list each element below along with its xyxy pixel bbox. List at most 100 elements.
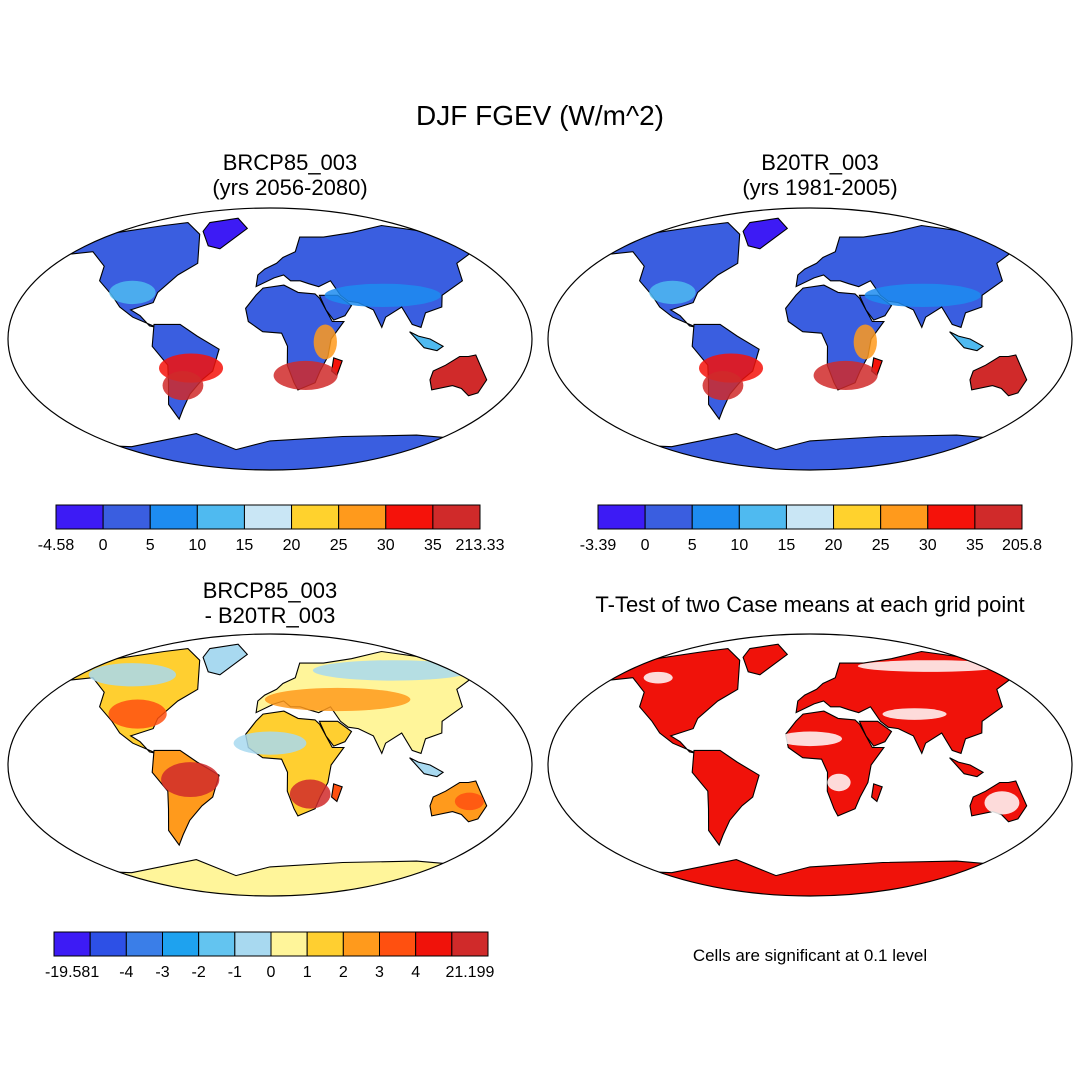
- landmass-namerica: [64, 222, 201, 328]
- panel-title-line1: BRCP85_003: [222, 150, 358, 175]
- landmass-samerica: [691, 749, 760, 847]
- field-region: [454, 792, 484, 811]
- colorbar-tick-label: 213.33: [456, 537, 505, 554]
- colorbar-swatch: [833, 504, 882, 530]
- field-region: [88, 663, 177, 687]
- colorbar-swatch: [385, 504, 434, 530]
- colorbar-tick-label: 20: [825, 537, 843, 554]
- colorbar-tick-label: 10: [730, 537, 748, 554]
- colorbar-swatch: [243, 504, 293, 530]
- colorbar-historical: -3.39 0 5 10 15 20 25 30 35 205.8: [580, 504, 1042, 554]
- colorbar-swatch: [432, 504, 481, 530]
- panel-title-line2: - B20TR_003: [204, 603, 336, 629]
- landmass-indonesia: [949, 757, 985, 778]
- colorbar-swatch: [55, 504, 104, 530]
- main-title: DJF FGEV (W/m^2): [415, 100, 664, 131]
- colorbar-tick-label: 3: [375, 964, 384, 981]
- colorbar-tick-label: -3: [155, 964, 169, 981]
- field-region: [882, 708, 947, 720]
- field-region: [273, 360, 338, 390]
- colorbar-difference: -19.581 -4 -3 -2 -1 0 1 2 3 4 21.199: [45, 931, 494, 981]
- landmass-greenland: [202, 643, 249, 676]
- field-region: [813, 360, 878, 390]
- field-region: [857, 660, 1004, 672]
- field-region: [324, 283, 442, 307]
- colorbar-tick-label: 30: [919, 537, 937, 554]
- colorbar-swatch: [338, 504, 387, 530]
- colorbar-swatch: [644, 504, 693, 530]
- field-region: [864, 283, 982, 307]
- colorbar-tick-label: 4: [411, 964, 420, 981]
- colorbar-swatch: [53, 931, 91, 957]
- colorbar-tick-label: 35: [966, 537, 984, 554]
- colorbar-tick-label: 0: [99, 537, 108, 554]
- colorbar-swatch: [125, 931, 164, 957]
- colorbar-tick-label: -19.581: [45, 964, 99, 981]
- panel-title-line2: (yrs 1981-2005): [742, 175, 898, 201]
- landmass-greenland: [742, 643, 789, 676]
- colorbar-swatch: [342, 931, 381, 957]
- map-frame: [547, 207, 1073, 471]
- field-region: [827, 773, 851, 792]
- colorbar-tick-label: 25: [872, 537, 890, 554]
- colorbar-tick-label: -4: [119, 964, 133, 981]
- landmass-australia: [429, 354, 488, 397]
- colorbar-future: -4.58 0 5 10 15 20 25 30 35 213.33: [38, 504, 505, 554]
- field-region: [289, 779, 331, 809]
- landmass-namerica: [604, 648, 741, 754]
- map-panel-future: [7, 207, 533, 471]
- map-panel-historical: [547, 207, 1073, 471]
- field-region: [161, 762, 220, 798]
- map-frame: [7, 633, 533, 897]
- colorbar-tick-label: 30: [377, 537, 395, 554]
- field-region: [162, 371, 204, 401]
- field-region: [312, 660, 473, 681]
- landmass-indonesia: [409, 757, 445, 778]
- colorbar-swatch: [149, 504, 198, 530]
- field-region: [984, 791, 1020, 815]
- field-region: [649, 280, 696, 305]
- landmass-arabia: [858, 720, 893, 747]
- colorbar-tick-label: -2: [192, 964, 206, 981]
- landmass-indonesia: [409, 331, 445, 352]
- significance-note: Cells are significant at 0.1 level: [692, 946, 928, 965]
- colorbar-swatch: [162, 931, 200, 957]
- field-region: [233, 731, 307, 755]
- colorbar-swatch: [738, 504, 787, 530]
- colorbar-swatch: [415, 931, 453, 957]
- map-frame: [547, 633, 1073, 897]
- colorbar-tick-label: 1: [303, 964, 312, 981]
- landmass-namerica: [604, 222, 741, 328]
- landmass-greenland: [742, 217, 789, 250]
- field-region: [853, 324, 877, 360]
- colorbar-swatch: [270, 931, 308, 957]
- colorbar-swatch: [597, 504, 646, 530]
- colorbar-tick-label: 15: [778, 537, 796, 554]
- field-region: [313, 324, 337, 360]
- landmass-greenland: [202, 217, 249, 250]
- panel-title-historical: B20TR_003 (yrs 1981-2005): [610, 150, 1030, 201]
- colorbar-tick-label: 2: [339, 964, 348, 981]
- colorbar-tick-label: 35: [424, 537, 442, 554]
- map-frame: [7, 207, 533, 471]
- colorbar-swatch: [880, 504, 929, 530]
- colorbar-swatch: [198, 931, 236, 957]
- field-region: [777, 731, 843, 747]
- colorbar-swatch: [196, 504, 245, 530]
- colorbar-tick-label: 21.199: [445, 964, 494, 981]
- field-region: [108, 699, 167, 729]
- colorbar-tick-label: 5: [146, 537, 155, 554]
- colorbar-swatch: [291, 504, 340, 530]
- colorbar-swatch: [379, 931, 417, 957]
- colorbar-swatch: [234, 931, 272, 957]
- panel-title-future: BRCP85_003 (yrs 2056-2080): [80, 150, 500, 201]
- field-region: [109, 280, 156, 305]
- colorbar-tick-label: -1: [228, 964, 242, 981]
- colorbar-swatch: [927, 504, 976, 530]
- landmass-australia: [969, 354, 1028, 397]
- colorbar-tick-label: 205.8: [1002, 537, 1042, 554]
- field-region: [264, 687, 411, 712]
- panel-title-line1: B20TR_003: [761, 150, 879, 175]
- field-region: [643, 671, 673, 684]
- colorbar-tick-label: 5: [688, 537, 697, 554]
